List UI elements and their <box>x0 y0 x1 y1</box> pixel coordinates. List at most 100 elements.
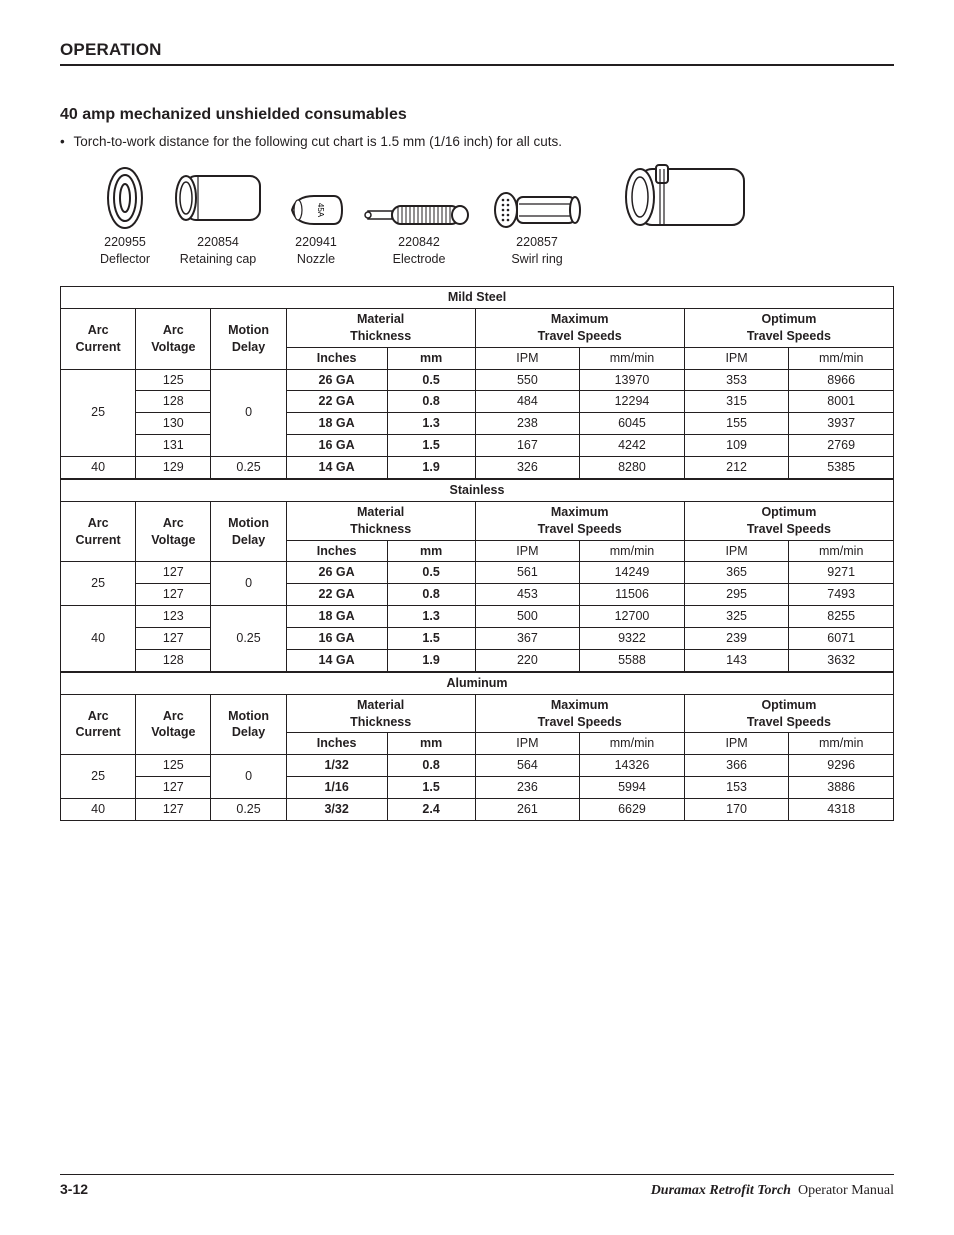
part-nozzle: 45A 220941 Nozzle <box>286 190 346 268</box>
col-header: ArcVoltage <box>136 694 211 755</box>
cell-thickness-mm: 1.3 <box>387 413 475 435</box>
cell-opt-mmmin: 9296 <box>789 755 894 777</box>
cell-max-ipm: 561 <box>475 562 580 584</box>
col-subheader: mm <box>387 733 475 755</box>
electrode-icon <box>364 200 474 230</box>
cell-thickness-mm: 1.9 <box>387 457 475 479</box>
cell-opt-mmmin: 3937 <box>789 413 894 435</box>
cell-thickness-in: 3/32 <box>286 799 387 821</box>
col-subheader: mm <box>387 347 475 369</box>
cell-max-ipm: 238 <box>475 413 580 435</box>
cell-opt-ipm: 239 <box>684 628 789 650</box>
page: OPERATION 40 amp mechanized unshielded c… <box>0 0 954 1235</box>
cell-max-mmmin: 12700 <box>580 606 685 628</box>
cell-thickness-in: 14 GA <box>286 649 387 671</box>
cell-opt-mmmin: 8001 <box>789 391 894 413</box>
col-subheader: IPM <box>684 540 789 562</box>
cut-chart-table: StainlessArcCurrentArcVoltageMotionDelay… <box>60 479 894 672</box>
cell-thickness-in: 1/32 <box>286 755 387 777</box>
svg-text:45A: 45A <box>316 203 325 218</box>
cell-arc-voltage: 129 <box>136 457 211 479</box>
cell-arc-voltage: 127 <box>136 584 211 606</box>
cell-opt-mmmin: 3632 <box>789 649 894 671</box>
cell-motion-delay: 0.25 <box>211 606 286 672</box>
col-subheader: mm/min <box>580 540 685 562</box>
doc-type: Operator Manual <box>798 1183 894 1198</box>
cell-opt-mmmin: 8966 <box>789 369 894 391</box>
cell-max-mmmin: 6045 <box>580 413 685 435</box>
part-number: 220941 <box>286 234 346 251</box>
col-header: MaterialThickness <box>286 501 475 540</box>
col-subheader: IPM <box>475 733 580 755</box>
cell-arc-voltage: 123 <box>136 606 211 628</box>
part-swirl-ring: 220857 Swirl ring <box>492 190 582 268</box>
cell-opt-mmmin: 8255 <box>789 606 894 628</box>
cell-arc-voltage: 127 <box>136 799 211 821</box>
cell-arc-voltage: 127 <box>136 777 211 799</box>
cell-opt-mmmin: 4318 <box>789 799 894 821</box>
col-subheader: mm/min <box>789 347 894 369</box>
cell-thickness-mm: 0.5 <box>387 562 475 584</box>
cell-thickness-mm: 1.5 <box>387 777 475 799</box>
parts-row: 220955 Deflector 220854 Retaining cap 45… <box>60 163 894 268</box>
cell-thickness-in: 14 GA <box>286 457 387 479</box>
part-number: 220854 <box>168 234 268 251</box>
col-header: MotionDelay <box>211 694 286 755</box>
col-header: OptimumTravel Speeds <box>684 501 893 540</box>
cell-max-mmmin: 14249 <box>580 562 685 584</box>
cell-motion-delay: 0 <box>211 755 286 799</box>
cell-motion-delay: 0 <box>211 562 286 606</box>
cell-max-mmmin: 11506 <box>580 584 685 606</box>
part-label: Swirl ring <box>492 251 582 268</box>
material-title: Mild Steel <box>61 287 894 309</box>
part-label: Electrode <box>364 251 474 268</box>
note-line: • Torch-to-work distance for the followi… <box>60 134 894 149</box>
cell-motion-delay: 0.25 <box>211 799 286 821</box>
cell-opt-ipm: 365 <box>684 562 789 584</box>
col-header: ArcCurrent <box>61 308 136 369</box>
cut-charts: Mild SteelArcCurrentArcVoltageMotionDela… <box>60 286 894 821</box>
col-header: OptimumTravel Speeds <box>684 694 893 733</box>
cell-thickness-in: 26 GA <box>286 369 387 391</box>
cell-opt-ipm: 170 <box>684 799 789 821</box>
part-unlabeled <box>600 163 750 268</box>
cut-chart-table: AluminumArcCurrentArcVoltageMotionDelayM… <box>60 672 894 821</box>
cell-max-mmmin: 5588 <box>580 649 685 671</box>
col-header: ArcCurrent <box>61 694 136 755</box>
cell-thickness-mm: 0.8 <box>387 391 475 413</box>
cell-max-ipm: 453 <box>475 584 580 606</box>
col-header: MaximumTravel Speeds <box>475 501 684 540</box>
sub-heading: 40 amp mechanized unshielded consumables <box>60 106 894 124</box>
cell-max-ipm: 500 <box>475 606 580 628</box>
cell-max-mmmin: 5994 <box>580 777 685 799</box>
cell-thickness-in: 18 GA <box>286 413 387 435</box>
part-label: Nozzle <box>286 251 346 268</box>
cell-arc-voltage: 127 <box>136 628 211 650</box>
cell-max-mmmin: 14326 <box>580 755 685 777</box>
cell-motion-delay: 0.25 <box>211 457 286 479</box>
cell-opt-ipm: 155 <box>684 413 789 435</box>
cell-max-ipm: 484 <box>475 391 580 413</box>
col-subheader: IPM <box>475 540 580 562</box>
cell-opt-mmmin: 2769 <box>789 435 894 457</box>
cell-arc-voltage: 125 <box>136 369 211 391</box>
cell-opt-mmmin: 9271 <box>789 562 894 584</box>
cell-max-mmmin: 9322 <box>580 628 685 650</box>
cell-opt-ipm: 295 <box>684 584 789 606</box>
col-subheader: Inches <box>286 540 387 562</box>
cell-arc-current: 25 <box>61 369 136 457</box>
material-title: Stainless <box>61 479 894 501</box>
col-subheader: Inches <box>286 347 387 369</box>
retaining-cap-icon <box>168 166 268 230</box>
part-electrode: 220842 Electrode <box>364 200 474 268</box>
cell-max-mmmin: 6629 <box>580 799 685 821</box>
cell-opt-mmmin: 7493 <box>789 584 894 606</box>
cell-opt-ipm: 143 <box>684 649 789 671</box>
cell-thickness-mm: 1.3 <box>387 606 475 628</box>
page-number: 3-12 <box>60 1181 88 1197</box>
col-header: MotionDelay <box>211 501 286 562</box>
cell-arc-current: 40 <box>61 799 136 821</box>
cell-thickness-in: 1/16 <box>286 777 387 799</box>
part-label: Deflector <box>100 251 150 268</box>
col-subheader: IPM <box>684 347 789 369</box>
